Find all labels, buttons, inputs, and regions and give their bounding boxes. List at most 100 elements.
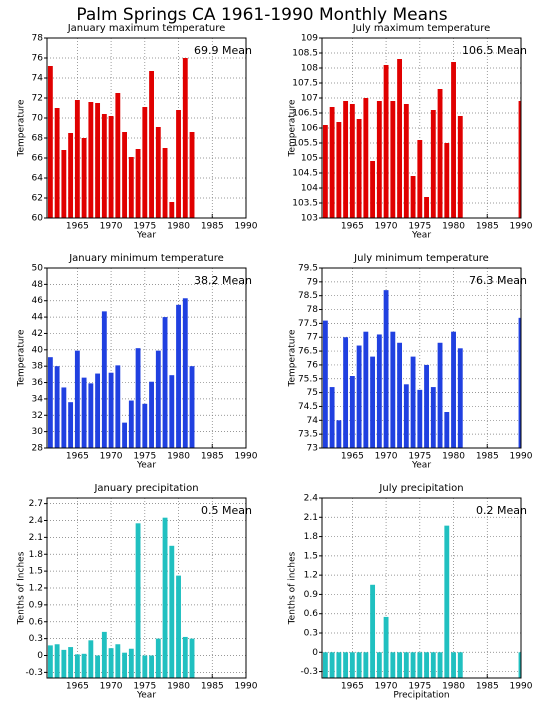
y-tick-label: 79.5 xyxy=(298,264,318,274)
plot-frame xyxy=(321,267,522,449)
y-tick-label: 107.5 xyxy=(292,79,318,89)
x-axis-label: Year xyxy=(411,461,431,471)
bar xyxy=(322,652,328,678)
bar xyxy=(47,66,53,218)
y-tick-label: 36 xyxy=(32,378,44,388)
bar xyxy=(95,373,101,448)
y-tick-label: 0 xyxy=(37,651,43,661)
bar xyxy=(322,320,328,448)
y-tick-label: 74 xyxy=(307,416,319,426)
bar xyxy=(108,372,114,448)
y-tick-label: 1.8 xyxy=(304,532,319,542)
bar xyxy=(169,375,175,448)
y-tick-label: 79 xyxy=(307,277,319,287)
bar xyxy=(518,317,521,448)
x-tick-label: 1985 xyxy=(201,222,224,232)
bar xyxy=(403,652,409,678)
bar xyxy=(390,101,396,218)
y-tick-label: 105 xyxy=(301,154,318,164)
y-tick-label: 76.5 xyxy=(298,347,318,357)
bar xyxy=(343,101,349,218)
y-tick-label: 50 xyxy=(32,264,44,274)
bar xyxy=(68,647,74,678)
y-tick-label: 76 xyxy=(307,360,319,370)
bar xyxy=(370,584,376,678)
bar xyxy=(424,652,429,678)
bar xyxy=(370,356,376,448)
annotation: 0.5 Mean xyxy=(201,504,252,517)
y-tick-label: 2.4 xyxy=(29,516,44,526)
plot-frame xyxy=(46,267,247,449)
bar xyxy=(61,150,67,218)
annotation: 106.5 Mean xyxy=(462,44,527,57)
bar xyxy=(176,575,181,678)
plot-frame xyxy=(46,37,247,219)
x-tick-label: 1975 xyxy=(408,222,431,232)
bar xyxy=(437,342,443,448)
y-tick-label: 60 xyxy=(32,214,44,224)
bar xyxy=(417,140,423,218)
x-axis-label: Year xyxy=(136,231,156,241)
bar xyxy=(397,59,403,218)
bars xyxy=(47,298,195,448)
bar xyxy=(437,89,443,218)
bar xyxy=(135,348,141,448)
bar xyxy=(356,652,362,678)
annotation: 0.2 Mean xyxy=(476,504,527,517)
y-axis-label: Temperature xyxy=(288,99,298,157)
plot-frame xyxy=(321,497,522,679)
y-axis-label: Tenths of Inches xyxy=(17,551,27,625)
y-tick-label: 108 xyxy=(301,64,318,74)
x-tick-label: 1975 xyxy=(408,682,431,692)
y-tick-label: 40 xyxy=(32,345,44,355)
bar xyxy=(68,402,74,448)
x-tick-label: 1990 xyxy=(510,682,533,692)
x-tick-label: 1970 xyxy=(375,682,398,692)
x-tick-label: 1985 xyxy=(201,682,224,692)
bar xyxy=(54,366,60,448)
bar xyxy=(403,104,409,218)
y-tick-label: 68 xyxy=(32,134,44,144)
y-tick-label: 2.1 xyxy=(304,513,318,523)
bar xyxy=(108,116,114,218)
bar xyxy=(329,652,335,678)
bar xyxy=(336,122,342,218)
bar xyxy=(68,133,74,218)
bar xyxy=(88,383,94,448)
x-tick-label: 1980 xyxy=(167,222,190,232)
x-tick-label: 1980 xyxy=(167,452,190,462)
y-tick-label: 1.5 xyxy=(304,551,318,561)
bars xyxy=(322,290,521,448)
y-tick-label: 78 xyxy=(307,305,319,315)
y-axis-label: Tenths of inches xyxy=(288,551,298,625)
bar xyxy=(336,420,342,448)
bars xyxy=(47,58,195,218)
y-tick-label: 1.8 xyxy=(29,550,44,560)
y-tick-label: 0.9 xyxy=(29,600,44,610)
panel-title: July maximum temperature xyxy=(352,23,491,34)
y-tick-label: 1.5 xyxy=(29,567,43,577)
x-tick-label: 1990 xyxy=(235,452,258,462)
y-tick-label: 74.5 xyxy=(298,402,318,412)
x-axis-label: Precipitation xyxy=(393,691,449,701)
x-tick-label: 1970 xyxy=(100,222,123,232)
y-tick-label: 77.5 xyxy=(298,319,318,329)
bar xyxy=(329,107,335,218)
bar xyxy=(128,648,134,678)
bar xyxy=(430,110,436,218)
bar xyxy=(61,387,67,448)
bar xyxy=(182,58,188,218)
bar xyxy=(343,652,349,678)
x-tick-label: 1965 xyxy=(341,452,364,462)
y-tick-label: 28 xyxy=(32,444,44,454)
bar xyxy=(176,304,181,448)
bar xyxy=(142,107,148,218)
bar xyxy=(101,631,107,678)
bar xyxy=(343,337,349,448)
bar xyxy=(376,334,382,448)
y-tick-label: 0.3 xyxy=(304,629,318,639)
bar xyxy=(390,652,396,678)
x-axis-label: Year xyxy=(411,231,431,241)
bar xyxy=(95,655,101,678)
